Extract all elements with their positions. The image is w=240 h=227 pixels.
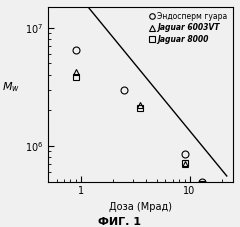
Legend: Эндосперм гуара, Jaguar 6003VT, Jaguar 8000: Эндосперм гуара, Jaguar 6003VT, Jaguar 8… xyxy=(147,11,229,45)
Text: ФИГ. 1: ФИГ. 1 xyxy=(98,217,142,227)
X-axis label: Доза (Мрад): Доза (Мрад) xyxy=(109,202,172,212)
Y-axis label: $M_w$: $M_w$ xyxy=(2,80,20,94)
